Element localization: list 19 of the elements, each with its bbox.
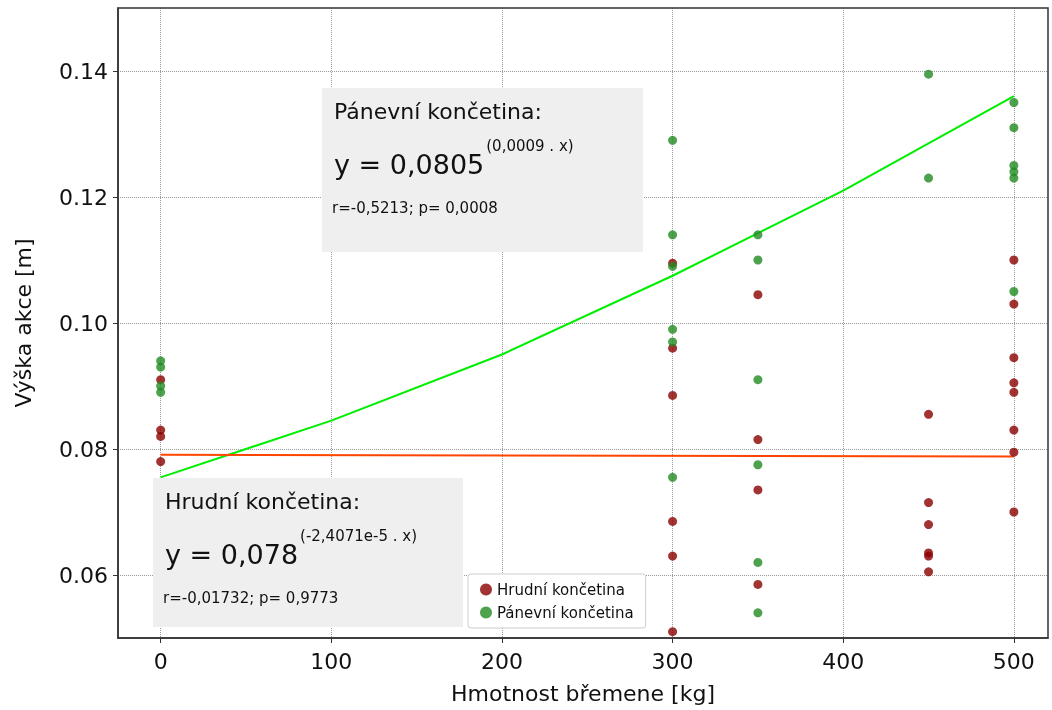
x-tick-label: 200 [480,648,523,674]
legend-label: Hrudní končetina [497,580,625,599]
annotation: Hrudní končetina: [165,488,361,514]
annotation: r=-0,5213; p= 0,0008 [332,198,498,217]
y-tick-label: 0.08 [59,436,108,462]
y-tick-label: 0.14 [59,58,108,84]
annotation: r=-0,01732; p= 0,9773 [163,588,339,607]
x-tick-label: 300 [651,648,694,674]
y-tick-label: 0.12 [59,184,108,210]
y-tick-label: 0.10 [59,310,108,336]
annotation: Pánevní končetina: [334,98,542,124]
x-tick-label: 100 [310,648,353,674]
y-tick-label: 0.06 [59,562,108,588]
x-axis-title: Hmotnost břemene [kg] [451,680,715,706]
x-tick-label: 400 [822,648,865,674]
x-tick-label: 0 [153,648,168,674]
legend-label: Pánevní končetina [497,603,634,622]
y-axis-title: Výška akce [m] [10,238,36,408]
x-tick-label: 500 [992,648,1035,674]
